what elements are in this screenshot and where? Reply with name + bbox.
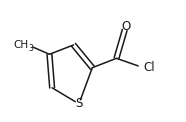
Text: 3: 3 — [29, 44, 33, 53]
Text: S: S — [75, 97, 83, 110]
Text: Cl: Cl — [143, 61, 155, 74]
Text: O: O — [121, 20, 130, 33]
Text: CH: CH — [13, 40, 28, 50]
